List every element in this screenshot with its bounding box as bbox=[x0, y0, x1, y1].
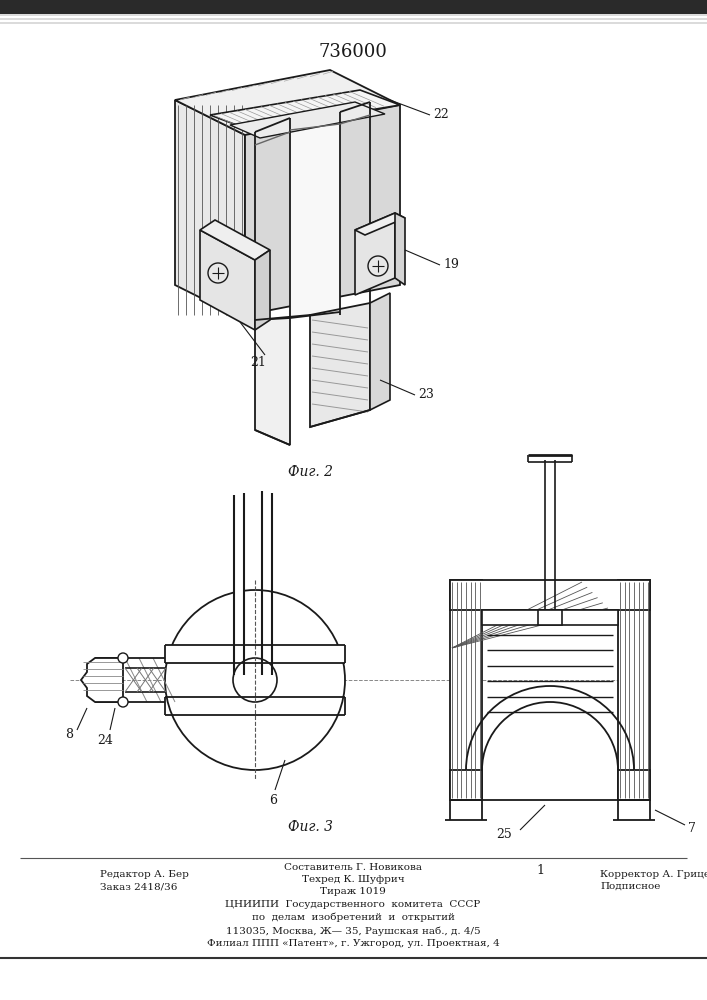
Text: 21: 21 bbox=[250, 357, 266, 369]
Text: Фиг. 2: Фиг. 2 bbox=[288, 465, 332, 479]
Text: 24: 24 bbox=[97, 734, 113, 746]
Text: по  делам  изобретений  и  открытий: по делам изобретений и открытий bbox=[252, 913, 455, 922]
Polygon shape bbox=[255, 250, 270, 330]
Polygon shape bbox=[255, 318, 290, 445]
Polygon shape bbox=[210, 90, 400, 130]
Circle shape bbox=[368, 256, 388, 276]
Circle shape bbox=[208, 263, 228, 283]
Bar bbox=[0, 18, 707, 20]
Text: Техред К. Шуфрич: Техред К. Шуфрич bbox=[302, 875, 404, 884]
Polygon shape bbox=[175, 100, 245, 320]
Polygon shape bbox=[200, 230, 255, 330]
Text: ЦНИИПИ  Государственного  комитета  СССР: ЦНИИПИ Государственного комитета СССР bbox=[226, 900, 481, 909]
Text: 6: 6 bbox=[269, 794, 277, 806]
Bar bbox=[538, 610, 562, 625]
Polygon shape bbox=[355, 213, 405, 235]
Polygon shape bbox=[290, 112, 340, 318]
Bar bbox=[0, 0, 707, 14]
Text: 23: 23 bbox=[418, 388, 434, 401]
Circle shape bbox=[165, 590, 345, 770]
Bar bbox=[618, 580, 650, 800]
Text: Филиал ППП «Патент», г. Ужгород, ул. Проектная, 4: Филиал ППП «Патент», г. Ужгород, ул. Про… bbox=[206, 939, 499, 948]
Polygon shape bbox=[355, 213, 395, 295]
Bar bbox=[0, 14, 707, 16]
Text: Составитель Г. Новикова: Составитель Г. Новикова bbox=[284, 863, 422, 872]
Polygon shape bbox=[310, 303, 370, 427]
Bar bbox=[450, 580, 482, 800]
Text: 8: 8 bbox=[65, 728, 73, 740]
Bar bbox=[0, 22, 707, 24]
Text: Фиг. 3: Фиг. 3 bbox=[288, 820, 332, 834]
Bar bbox=[450, 580, 650, 610]
Text: 736000: 736000 bbox=[319, 43, 387, 61]
Text: Редактор А. Бер: Редактор А. Бер bbox=[100, 870, 189, 879]
Bar bbox=[482, 610, 618, 625]
Polygon shape bbox=[200, 220, 270, 260]
Polygon shape bbox=[395, 213, 405, 285]
Bar bbox=[165, 645, 345, 663]
Text: 22: 22 bbox=[433, 108, 449, 121]
Circle shape bbox=[118, 653, 128, 663]
Bar bbox=[618, 770, 650, 800]
Circle shape bbox=[118, 697, 128, 707]
Circle shape bbox=[233, 658, 277, 702]
Text: 7: 7 bbox=[688, 822, 696, 834]
Polygon shape bbox=[370, 293, 390, 410]
Text: 25: 25 bbox=[496, 828, 512, 842]
Bar bbox=[450, 770, 482, 800]
Text: Заказ 2418/36: Заказ 2418/36 bbox=[100, 882, 177, 891]
Polygon shape bbox=[81, 658, 123, 702]
Text: 19: 19 bbox=[443, 258, 459, 271]
Text: 113035, Москва, Ж— 35, Раушская наб., д. 4/5: 113035, Москва, Ж— 35, Раушская наб., д.… bbox=[226, 926, 480, 936]
Text: Подписное: Подписное bbox=[600, 882, 660, 891]
Text: 1: 1 bbox=[536, 863, 544, 876]
Polygon shape bbox=[245, 105, 400, 315]
Text: Корректор А. Гриценко: Корректор А. Гриценко bbox=[600, 870, 707, 879]
Polygon shape bbox=[234, 495, 244, 675]
Text: Тираж 1019: Тираж 1019 bbox=[320, 887, 386, 896]
Polygon shape bbox=[175, 70, 400, 135]
Polygon shape bbox=[230, 102, 385, 138]
